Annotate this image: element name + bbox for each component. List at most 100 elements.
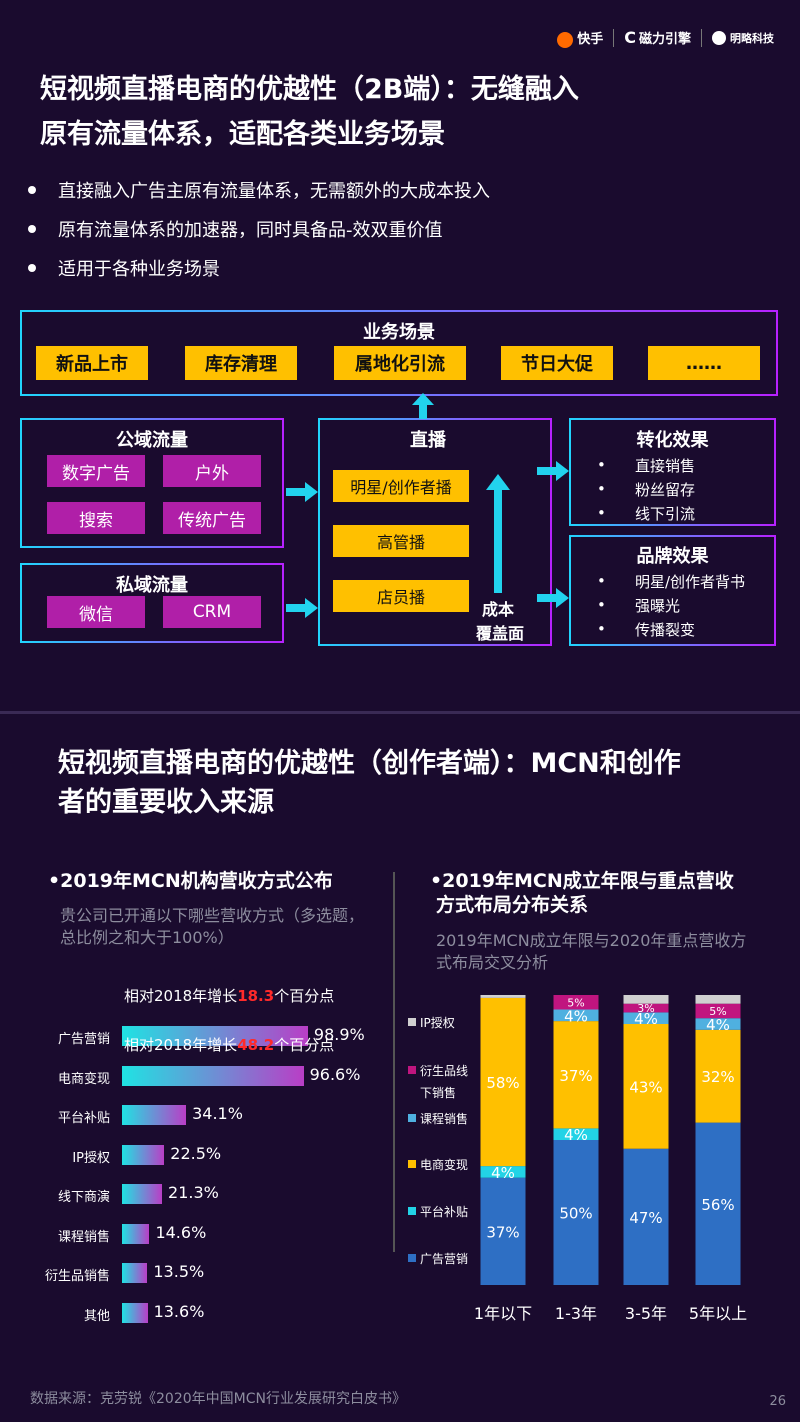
stack-value-label: 43%	[629, 1078, 662, 1096]
legend-swatch	[408, 1207, 416, 1215]
public-item-outdoor: 户外	[163, 455, 261, 487]
bar-value-label: 96.6%	[309, 1064, 361, 1084]
cili-logo-text: 磁力引擎	[638, 32, 691, 48]
bar-category-label: 线下商演	[57, 1190, 110, 1205]
x-category-label: 1-3年	[555, 1304, 597, 1323]
stack-value-label: 4%	[491, 1164, 515, 1182]
bar-category-label: 课程销售	[57, 1229, 110, 1245]
conversion-list: 直接销售 粉丝留存 线下引流	[571, 453, 695, 525]
bullet-text: 适用于各种业务场景	[58, 259, 220, 280]
annotation-prefix: 相对2018年增长	[124, 1036, 238, 1054]
legend-swatch	[408, 1018, 416, 1026]
scene-local-traffic: 属地化引流	[334, 346, 466, 380]
live-item-celebrity: 明星/创作者播	[333, 470, 469, 502]
stack-segment	[695, 1018, 741, 1030]
left-chart-title: •2019年MCN机构营收方式公布	[48, 870, 333, 892]
x-category-label: 1年以下	[474, 1304, 532, 1323]
stack-value-label: 50%	[559, 1205, 592, 1223]
section2-title-line1: 短视频直播电商的优越性（创作者端）：MCN和创作	[58, 748, 681, 779]
bar-value-label: 98.9%	[313, 1025, 365, 1044]
legend-swatch	[408, 1160, 416, 1168]
stack-value-label: 56%	[701, 1196, 734, 1214]
stack-value-label: 4%	[564, 1007, 588, 1025]
legend-label: 衍生品线	[420, 1064, 468, 1078]
left-chart-note-2: 总比例之和大于100%）	[60, 928, 234, 947]
public-traffic-title: 公域流量	[116, 430, 188, 451]
stack-segment	[695, 1003, 741, 1019]
legend-swatch	[408, 1254, 416, 1262]
brand-item: 明星/创作者背书	[571, 569, 745, 593]
legend-label: 课程销售	[420, 1111, 468, 1126]
stack-value-label: 4%	[706, 1016, 730, 1034]
stack-value-label: 4%	[564, 1126, 588, 1144]
legend-label: 电商变现	[420, 1157, 468, 1172]
stack-value-label: 4%	[634, 1010, 658, 1028]
public-item-traditional-ad: 传统广告	[163, 502, 261, 534]
logo-bar: 快手 C 磁力引擎 明略科技	[557, 28, 774, 48]
brand-title: 品牌效果	[636, 546, 709, 567]
minglue-logo: 明略科技	[712, 30, 774, 46]
live-item-executive: 高管播	[333, 525, 469, 557]
stack-segment	[623, 995, 669, 1004]
bar-value-label: 21.3%	[168, 1183, 219, 1202]
minglue-logo-icon	[712, 31, 726, 46]
bar	[122, 1065, 304, 1086]
arrow-public-head	[305, 482, 318, 502]
stack-segment	[553, 1140, 599, 1285]
annotation-suffix: 个百分点	[274, 987, 335, 1005]
stack-segment	[480, 1166, 526, 1178]
growth-annotation-ecommerce: 相对2018年增长48.2个百分点	[124, 1034, 334, 1055]
stack-segment	[623, 1148, 669, 1285]
arrow-conversion-head	[556, 461, 569, 481]
bar-category-label: 平台补贴	[57, 1111, 110, 1126]
annotation-value: 18.3	[237, 987, 275, 1005]
right-chart-note-1: 2019年MCN成立年限与2020年重点营收方	[436, 931, 747, 950]
conversion-item: 线下引流	[571, 501, 695, 525]
bar	[122, 1105, 187, 1125]
arrow-brand-shaft	[537, 594, 557, 602]
logo-divider	[701, 28, 702, 47]
arrow-public-shaft	[286, 488, 306, 496]
bar-value-label: 34.1%	[192, 1104, 243, 1123]
section2-title-line2: 者的重要收入来源	[58, 787, 274, 818]
stack-value-label: 5%	[567, 996, 584, 1009]
bar-category-label: 其他	[83, 1308, 110, 1324]
stack-segment	[553, 995, 599, 1010]
page-number: 26	[769, 1394, 786, 1409]
legend-label: 平台补贴	[420, 1204, 468, 1219]
conversion-item: 粉丝留存	[571, 477, 695, 501]
stack-value-label: 5%	[709, 1005, 726, 1018]
annotation-prefix: 相对2018年增长	[124, 987, 238, 1005]
stack-value-label: 32%	[701, 1068, 734, 1086]
arrow-up-shaft	[419, 404, 427, 419]
public-item-search: 搜索	[47, 502, 145, 534]
stack-segment	[553, 1021, 599, 1129]
bar-value-label: 14.6%	[155, 1222, 207, 1242]
bullet-text: 原有流量体系的加速器，同时具备品-效双重价值	[58, 220, 443, 241]
stack-segment	[553, 1128, 599, 1140]
section1-title-line2: 原有流量体系，适配各类业务场景	[40, 119, 445, 150]
scene-more: ……	[648, 346, 760, 380]
stack-segment	[695, 1122, 741, 1285]
bar-category-label: 衍生品销售	[44, 1269, 110, 1284]
stack-segment	[480, 1177, 526, 1285]
cili-logo-icon: C	[624, 28, 636, 48]
kuaishou-logo-icon	[557, 31, 574, 48]
arrow-private-shaft	[286, 604, 306, 612]
section1-title-line1: 短视频直播电商的优越性（2B端）：无缝融入	[40, 74, 579, 105]
cili-logo: C 磁力引擎	[624, 28, 691, 47]
stacked-bar-chart: 37%4%58%1年以下50%4%37%4%5%1-3年47%43%4%3%3-…	[408, 995, 747, 1323]
data-source: 数据来源：克劳锐《2020年中国MCN行业发展研究白皮书》	[30, 1391, 406, 1407]
bullet-dot	[28, 225, 36, 233]
legend-swatch	[408, 1066, 416, 1074]
arrow-brand-head	[556, 588, 569, 608]
brand-item: 强曝光	[571, 593, 745, 617]
x-category-label: 5年以上	[689, 1304, 747, 1323]
section-divider	[0, 711, 800, 714]
bar-value-label: 22.5%	[170, 1143, 222, 1163]
annotation-suffix: 个百分点	[274, 1036, 335, 1054]
arrow-conversion-shaft	[537, 467, 557, 475]
right-chart-note-2: 式布局交叉分析	[436, 953, 549, 972]
cost-label: 成本	[481, 600, 514, 619]
stack-value-label: 3%	[637, 1002, 654, 1015]
